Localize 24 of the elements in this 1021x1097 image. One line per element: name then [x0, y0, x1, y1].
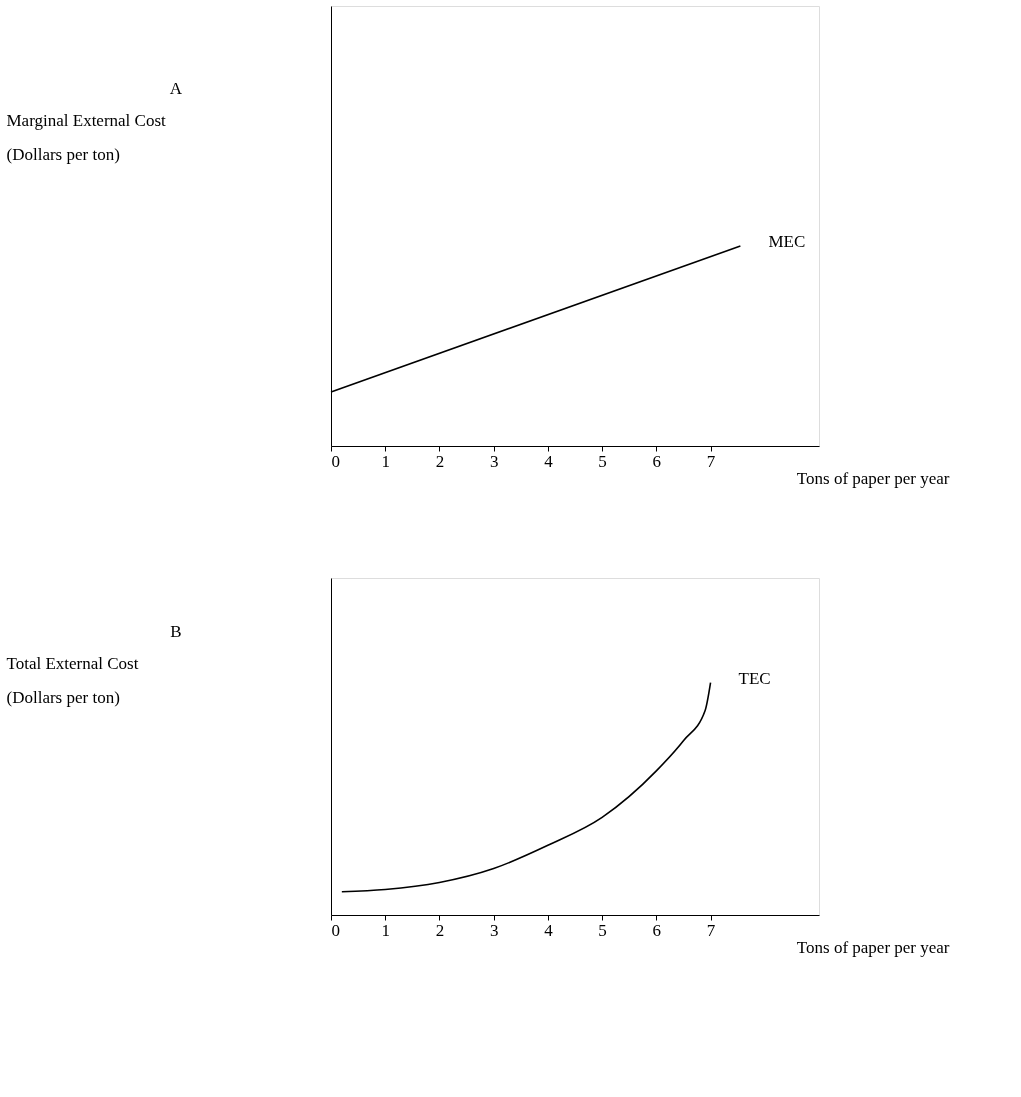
- x-tick-label: 1: [381, 920, 390, 940]
- x-tick-label: 3: [489, 451, 499, 471]
- x-tick-label: 5: [598, 451, 607, 471]
- x-axis-title: Tons of paper per year: [796, 937, 950, 957]
- x-tick-label: 6: [652, 920, 662, 940]
- x-tick-label: 2: [435, 451, 445, 471]
- series-label: TEC: [738, 668, 771, 688]
- x-tick-label: 2: [435, 920, 445, 940]
- x-tick-label: 0: [331, 920, 340, 940]
- y-axis-title: Marginal External Cost (Dollars per ton): [6, 110, 167, 164]
- x-tick-label: 3: [489, 920, 499, 940]
- x-axis-title: Tons of paper per year: [796, 468, 950, 488]
- x-tick-label: 6: [652, 451, 662, 471]
- x-tick-label: 0: [331, 451, 340, 471]
- x-tick-label: 4: [544, 920, 554, 940]
- x-tick-label: 5: [598, 920, 607, 940]
- x-tick-label: 7: [706, 920, 716, 940]
- x-tick-label: 4: [544, 451, 554, 471]
- text: A: [169, 79, 183, 99]
- x-tick-label: 7: [706, 451, 716, 471]
- y-axis-title: Total External Cost (Dollars per ton): [6, 653, 139, 707]
- series-label: MEC: [768, 232, 806, 251]
- x-tick-label: 1: [381, 451, 390, 471]
- text: B: [170, 622, 182, 642]
